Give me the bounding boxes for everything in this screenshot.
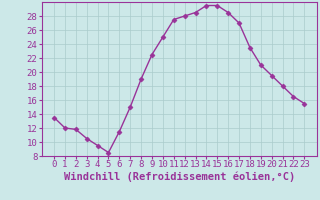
X-axis label: Windchill (Refroidissement éolien,°C): Windchill (Refroidissement éolien,°C) [64,172,295,182]
